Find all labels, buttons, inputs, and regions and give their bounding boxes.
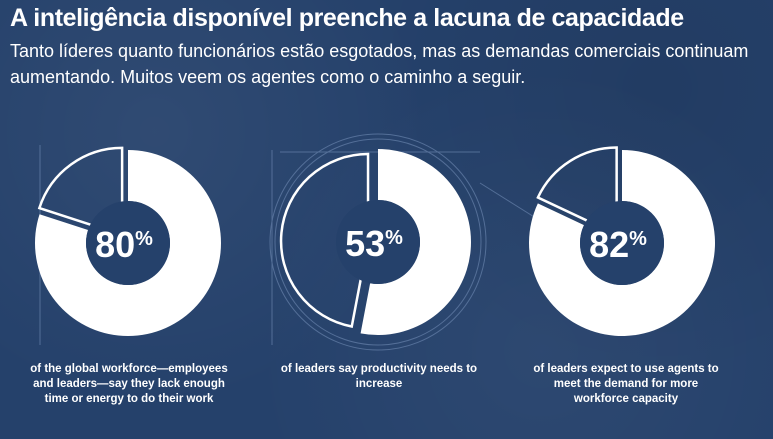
donut-2-value-slice bbox=[360, 149, 472, 335]
chart-layer: 80% 53% 82% bbox=[34, 146, 715, 337]
donut-chart-1: 80% bbox=[34, 146, 221, 337]
donut-2-label: 53% bbox=[345, 223, 403, 264]
donut-1-hole bbox=[86, 201, 170, 285]
caption-2: of leaders say productivity needs to inc… bbox=[280, 363, 478, 390]
donut-2-hole bbox=[336, 200, 420, 284]
donut-2-remainder-slice bbox=[279, 152, 370, 328]
page-subtitle: Tanto líderes quanto funcionários estão … bbox=[10, 41, 749, 87]
donut-chart-3: 82% bbox=[529, 146, 715, 336]
caption-3: of leaders expect to use agents to meet … bbox=[533, 363, 719, 405]
donut-3-remainder-slice bbox=[536, 146, 618, 237]
donut-3-hole bbox=[580, 201, 664, 285]
donut-3-label: 82% bbox=[589, 224, 647, 265]
donut-chart-2: 53% bbox=[279, 149, 472, 335]
donut-1-label: 80% bbox=[95, 224, 153, 265]
donut-1-remainder-slice bbox=[37, 146, 124, 237]
page-title: A inteligência disponível preenche a lac… bbox=[10, 4, 684, 32]
donut-1-value-slice bbox=[34, 150, 221, 337]
caption-1: of the global workforce—employees and le… bbox=[30, 363, 228, 405]
donut-3-value-slice bbox=[529, 150, 715, 336]
